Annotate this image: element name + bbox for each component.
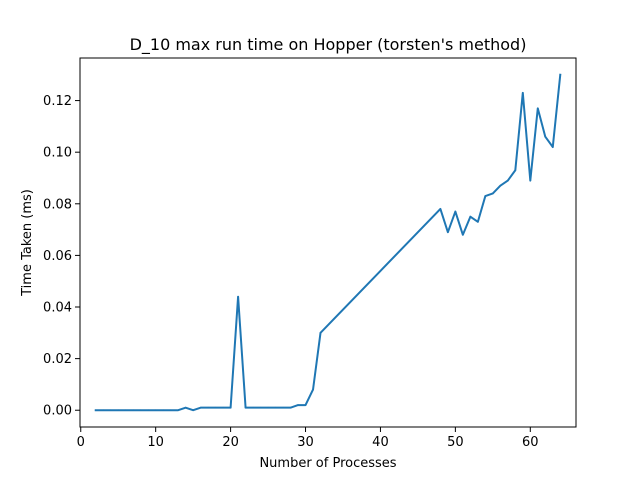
- data-point: [297, 404, 299, 406]
- y-tick-label: 0.10: [43, 146, 72, 161]
- data-point: [477, 221, 479, 223]
- data-point: [469, 215, 472, 218]
- data-point: [147, 409, 149, 412]
- plot-frame: [79, 57, 577, 428]
- data-point: [132, 409, 134, 412]
- data-point: [484, 195, 487, 197]
- y-tick-label: 0.00: [43, 404, 72, 419]
- series-line: [94, 73, 562, 412]
- y-tick-label: 0.06: [43, 249, 72, 264]
- data-point: [184, 406, 187, 409]
- data-point: [499, 184, 502, 187]
- data-point: [222, 406, 224, 409]
- data-point: [192, 409, 194, 412]
- x-axis-ticks: 0 10 20 30 40 50 60: [77, 427, 539, 450]
- data-point: [259, 406, 262, 409]
- x-tick-label: 20: [222, 435, 239, 450]
- plot-area: [94, 73, 562, 412]
- data-point: [282, 406, 284, 409]
- x-axis-label: Number of Processes: [259, 456, 396, 471]
- y-tick-label: 0.12: [43, 94, 72, 109]
- data-point: [439, 208, 442, 210]
- data-point: [514, 169, 517, 172]
- data-point: [274, 406, 277, 409]
- data-point: [454, 210, 457, 213]
- y-axis-label: Time Taken (ms): [20, 189, 35, 297]
- data-point: [94, 409, 97, 412]
- y-tick-label: 0.08: [43, 197, 72, 212]
- data-point: [536, 107, 539, 110]
- data-point: [522, 92, 524, 94]
- data-point: [207, 406, 209, 409]
- data-point: [109, 409, 112, 412]
- x-tick-label: 30: [297, 435, 314, 450]
- data-point: [177, 409, 179, 412]
- data-point: [267, 406, 269, 409]
- x-tick-label: 60: [522, 435, 539, 450]
- data-point: [289, 406, 292, 409]
- data-point: [304, 404, 307, 406]
- data-point: [319, 332, 322, 334]
- data-point: [139, 409, 142, 412]
- y-tick-label: 0.04: [43, 301, 72, 316]
- y-tick-label: 0.02: [43, 352, 72, 367]
- data-point: [124, 409, 127, 412]
- data-point: [312, 388, 314, 391]
- x-tick-label: 0: [77, 435, 85, 450]
- data-point: [199, 406, 202, 409]
- chart-title: D_10 max run time on Hopper (torsten's m…: [130, 35, 527, 55]
- data-point: [551, 146, 554, 148]
- data-point: [162, 409, 164, 412]
- x-tick-label: 50: [447, 435, 464, 450]
- data-point: [252, 406, 254, 409]
- data-point: [529, 179, 532, 182]
- data-point: [462, 233, 464, 236]
- data-point: [237, 295, 239, 298]
- data-point: [544, 135, 547, 138]
- data-point: [229, 406, 232, 409]
- x-tick-label: 40: [372, 435, 389, 450]
- x-tick-label: 10: [147, 435, 164, 450]
- data-point: [154, 409, 157, 412]
- data-point: [102, 409, 105, 412]
- data-point: [492, 192, 494, 195]
- data-point: [507, 179, 509, 182]
- data-point: [559, 73, 562, 76]
- data-point: [117, 409, 120, 412]
- data-point: [244, 406, 247, 409]
- data-point: [169, 409, 172, 412]
- y-axis-ticks: 0.00 0.02 0.04 0.06 0.08 0.10 0.12: [43, 94, 80, 419]
- data-point: [214, 406, 217, 409]
- data-point: [447, 231, 449, 233]
